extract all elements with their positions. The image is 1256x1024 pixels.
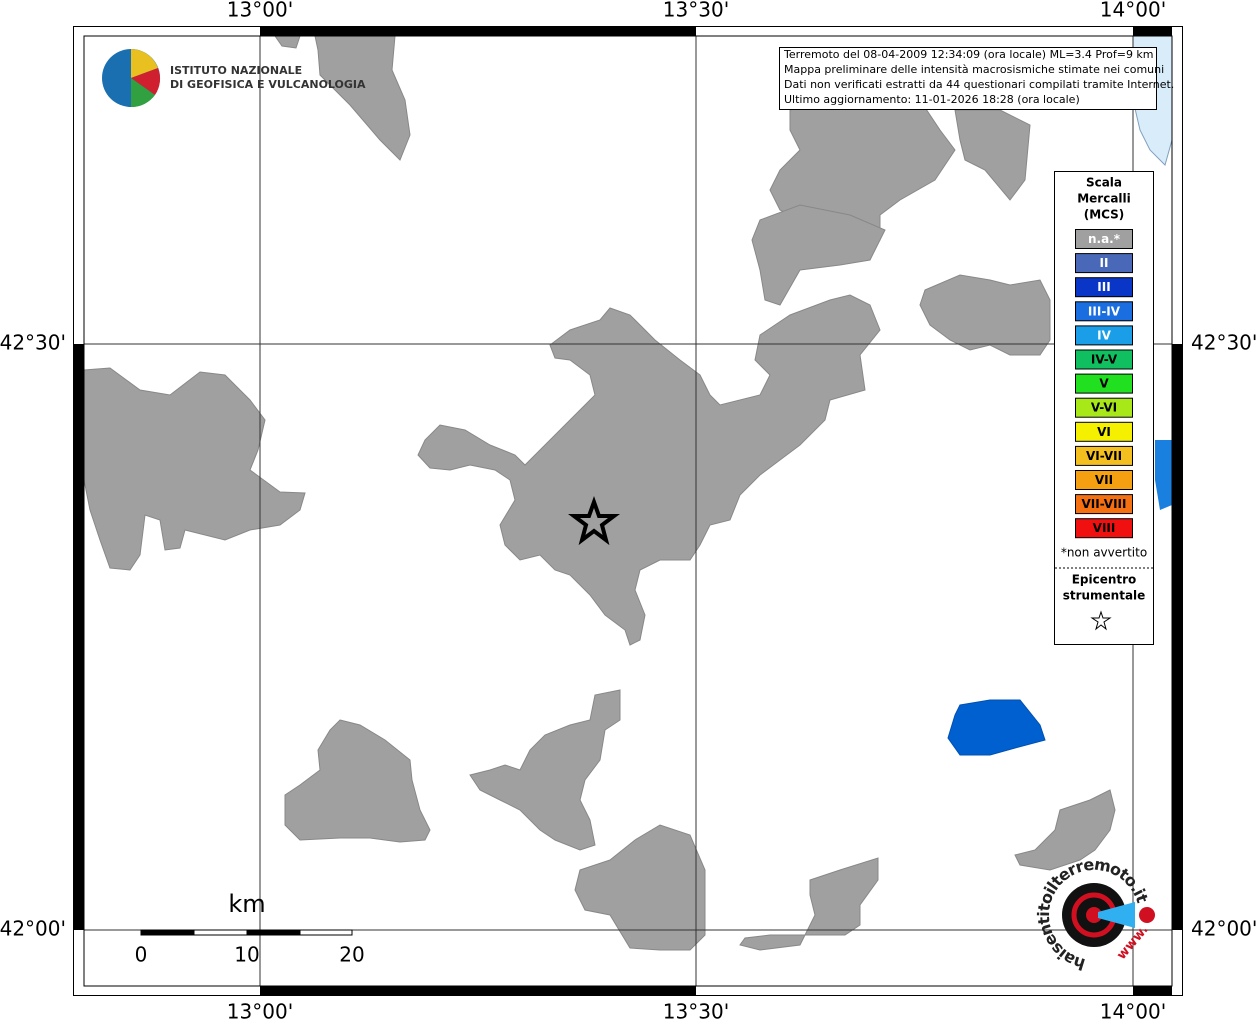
legend-swatch — [1075, 373, 1133, 394]
lon-label: 13°30' — [663, 1000, 729, 1024]
frame-bar — [1172, 344, 1182, 930]
legend-swatch — [1075, 229, 1133, 249]
legend-title: (MCS) — [1084, 208, 1125, 222]
legend-note: *non avvertito — [1061, 546, 1147, 560]
legend-swatch — [1075, 253, 1133, 274]
scale-segment — [299, 929, 353, 936]
frame-bar — [260, 986, 696, 996]
legend-swatch — [1075, 301, 1133, 322]
legend-label: VI-VII — [1086, 449, 1122, 463]
epicenter-star — [568, 496, 620, 546]
scale-label: 10 — [234, 943, 259, 967]
frame-bar — [74, 344, 84, 930]
legend-swatch — [1075, 445, 1133, 466]
legend: ScalaMercalli(MCS)n.a.*IIIIIIII-IVIVIV-V… — [1061, 176, 1147, 603]
lon-label: 14°00' — [1100, 1000, 1166, 1024]
scale-segment — [140, 929, 195, 936]
legend-swatch — [1075, 518, 1133, 539]
legend-label: VIII — [1093, 521, 1116, 535]
frame — [73, 26, 1183, 996]
scale-bar: km — [140, 890, 353, 936]
badge-center — [1086, 907, 1102, 923]
logo-segment — [131, 49, 158, 78]
legend-label: III-IV — [1088, 304, 1121, 318]
scale-segment — [246, 929, 301, 936]
logo-text: ISTITUTO NAZIONALE — [170, 64, 302, 77]
frame-bar — [1133, 26, 1172, 36]
info-box — [779, 47, 1157, 110]
info-line: Terremoto del 08-04-2009 12:34:09 (ora l… — [783, 48, 1154, 61]
legend-title: Mercalli — [1077, 192, 1131, 206]
info-line: Ultimo aggiornamento: 11-01-2026 18:28 (… — [784, 93, 1080, 106]
legend-label: IV-V — [1091, 353, 1118, 367]
scale-unit: km — [228, 890, 265, 918]
legend-swatch — [1075, 277, 1133, 298]
municipality — [284, 719, 431, 843]
legend-swatch — [1075, 494, 1133, 515]
legend-label: VII-VIII — [1081, 497, 1126, 511]
info-lines: Terremoto del 08-04-2009 12:34:09 (ora l… — [783, 48, 1174, 106]
logo-text: DI GEOFISICA E VULCANOLOGIA — [170, 78, 366, 91]
lat-label: 42°30' — [0, 331, 66, 355]
legend-label: VI — [1097, 425, 1111, 439]
legend-label: VII — [1095, 473, 1113, 487]
legend-epicenter: strumentale — [1063, 589, 1146, 603]
ingv-logo: ISTITUTO NAZIONALE DI GEOFISICA E VULCAN… — [102, 49, 366, 108]
legend-title: Scala — [1086, 176, 1122, 190]
frame-bar — [1133, 986, 1172, 996]
municipality — [314, 35, 411, 161]
frame-bar — [260, 26, 696, 36]
legend-epicenter: Epicentro — [1072, 573, 1137, 587]
lon-label: 13°30' — [663, 0, 729, 22]
info-line: Dati non verificati estratti da 44 quest… — [784, 78, 1174, 91]
legend-label: IV — [1097, 328, 1111, 342]
lat-label: 42°30' — [1191, 331, 1256, 355]
legend-swatch — [1075, 325, 1133, 346]
legend-swatch — [1075, 349, 1133, 370]
legend-swatch — [1075, 397, 1133, 418]
legend-star — [1090, 610, 1112, 631]
legend-swatch — [1075, 470, 1133, 490]
info-line: Mappa preliminare delle intensità macros… — [784, 63, 1164, 76]
legend-label: V-VI — [1091, 401, 1117, 415]
municipality — [469, 689, 621, 851]
scale-segment — [193, 929, 248, 936]
lon-label: 13°00' — [227, 1000, 293, 1024]
legend-label: II — [1100, 256, 1109, 270]
scale-label: 0 — [135, 943, 148, 967]
legend-label: n.a.* — [1088, 232, 1121, 246]
municipalities — [83, 35, 1173, 951]
scale-label: 20 — [339, 943, 364, 967]
municipality — [417, 294, 881, 646]
legend-label: V — [1099, 377, 1109, 391]
municipality — [751, 204, 886, 306]
municipality-intensity — [947, 699, 1046, 756]
badge-wave — [1098, 902, 1135, 928]
lon-label: 13°00' — [227, 0, 293, 22]
municipality — [919, 274, 1051, 356]
lat-label: 42°00' — [0, 917, 66, 941]
municipality — [954, 109, 1031, 201]
lat-label: 42°00' — [1191, 917, 1256, 941]
legend-swatch — [1075, 421, 1133, 442]
legend-label: III — [1097, 280, 1110, 294]
logo-segment — [131, 78, 155, 108]
municipality — [574, 824, 706, 951]
municipality-intensity — [1155, 440, 1172, 510]
badge-dot — [1139, 907, 1155, 923]
municipality — [83, 367, 306, 571]
lon-label: 14°00' — [1100, 0, 1166, 22]
scale-labels: 0 10 20 — [135, 943, 365, 967]
municipality — [1014, 789, 1116, 871]
logo-segment — [131, 68, 161, 95]
